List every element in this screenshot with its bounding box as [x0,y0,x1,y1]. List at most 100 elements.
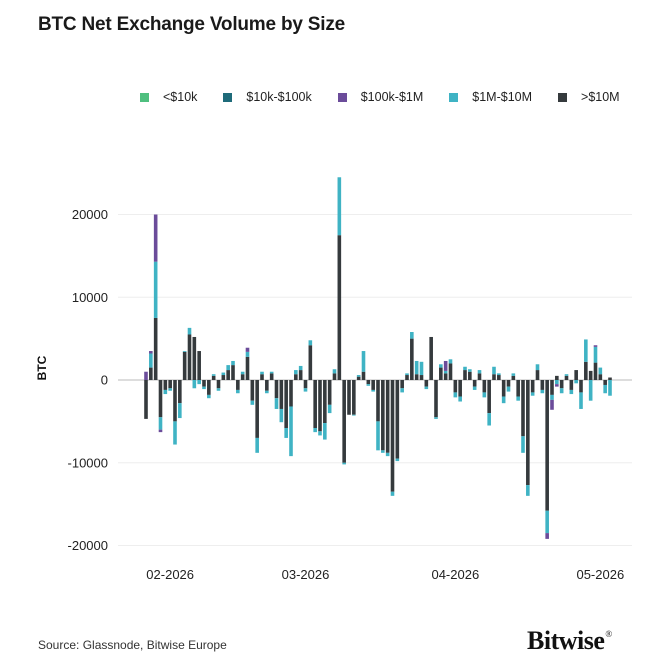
bar-segment-gt10m [187,334,192,380]
bar-segment-s1m_10m [448,359,453,364]
bar-segment-gt10m [323,380,327,424]
bar-segment-gt10m [535,370,540,380]
bar-segment-s1m_10m [468,369,472,372]
bar-segment-gt10m [163,380,168,390]
bar-segment-s1m_10m [385,452,390,457]
bar-segment-s100k_1m [144,371,148,380]
bar-segment-s1m_10m [352,414,356,416]
bar-segment-gt10m [144,380,148,419]
bar-segment-gt10m [308,345,313,380]
bar-segment-gt10m [226,370,230,380]
chart-legend: <$10k $10k-$100k $100k-$1M $1M-$10M >$10M [140,90,646,104]
bar-segment-s100k_1m [545,533,549,539]
bar-segment-s1m_10m [245,351,250,357]
x-tick-label: 03-2026 [282,567,330,582]
bar-segment-gt10m [376,380,380,422]
bar-segment-s1m_10m [463,366,467,371]
bar-segment-s1m_10m [569,389,574,395]
bar-segment-s1m_10m [313,427,317,433]
bar-segment-gt10m [366,380,371,385]
bar-segment-gt10m [240,374,245,380]
bar-segment-gt10m [550,380,554,395]
bar-segment-s1m_10m [182,351,187,352]
bar-segment-gt10m [429,336,433,380]
bar-segment-gt10m [149,367,153,380]
bar-segment-s1m_10m [598,367,603,375]
bar-segment-gt10m [593,362,598,380]
bar-segment-s1m_10m [400,388,404,393]
x-tick-label: 05-2026 [576,567,624,582]
bar-segment-gt10m [443,373,448,380]
bar-segment-gt10m [255,380,259,438]
y-tick-label: -10000 [68,455,108,470]
registered-mark: ® [605,629,612,639]
bar-segment-gt10m [173,380,177,422]
brand-logo: Bitwise® [527,626,612,656]
bar-segment-s1m_10m [323,423,327,440]
bar-segment-s1m_10m [593,346,598,363]
bar-segment-gt10m [414,374,419,380]
bar-segment-gt10m [579,380,583,393]
bar-segment-gt10m [352,380,356,415]
bar-segment-s1m_10m [535,364,540,371]
bar-segment-s1m_10m [540,389,545,394]
legend-item-s100k_1m: $100k-$1M [337,90,423,104]
bar-segment-gt10m [313,380,317,428]
bar-segment-gt10m [574,370,578,380]
bar-segment-gt10m [419,375,424,380]
bar-segment-s1m_10m [318,431,322,436]
legend-item-gt10m: >$10M [558,90,620,104]
bar-segment-s1m_10m [390,491,395,496]
bar-segment-gt10m [197,351,201,380]
bar-segment-s1m_10m [153,261,158,318]
bar-segment-s1m_10m [366,384,371,386]
bar-segment-gt10m [453,380,458,393]
bar-segment-gt10m [303,380,308,389]
bar-segment-s1m_10m [511,373,516,376]
bar-segment-s100k_1m [550,399,554,410]
bar-segment-s1m_10m [497,373,501,376]
bar-segment-s1m_10m [414,360,419,375]
bar-segment-gt10m [588,370,593,380]
bar-segment-s100k_1m [245,347,250,352]
bar-segment-s1m_10m [434,417,438,419]
bar-segment-gt10m [434,380,438,418]
bar-segment-gt10m [168,380,172,389]
bar-segment-s100k_1m [153,214,158,262]
bar-segment-s1m_10m [178,403,182,419]
y-tick-label: 20000 [72,207,108,222]
bar-segment-gt10m [482,380,487,393]
bar-segment-s1m_10m [443,370,448,374]
bar-segment-s1m_10m [376,421,380,451]
bar-segment-gt10m [265,380,269,391]
bar-segment-s1m_10m [274,398,279,409]
bar-segment-gt10m [202,380,206,387]
bar-segment-s1m_10m [424,386,429,390]
chart-title: BTC Net Exchange Volume by Size [38,14,346,35]
bar-segment-s1m_10m [395,458,400,462]
bar-segment-gt10m [540,380,545,390]
bar-segment-gt10m [569,380,574,390]
bar-segment-s1m_10m [221,372,226,376]
bar-segment-gt10m [337,235,342,380]
bar-segment-s1m_10m [361,351,366,372]
bar-segment-s1m_10m [584,339,588,362]
bar-segment-gt10m [395,380,400,459]
bar-segment-gt10m [318,380,322,432]
bar-segment-gt10m [269,373,274,380]
bar-segment-s1m_10m [236,389,240,394]
bar-segment-s1m_10m [303,388,308,392]
bar-segment-s1m_10m [255,437,259,453]
bar-segment-s1m_10m [453,392,458,398]
bar-segment-gt10m [298,370,303,380]
bar-segment-gt10m [598,374,603,380]
bar-segment-s1m_10m [472,386,477,390]
bar-segment-gt10m [584,361,588,380]
bar-segment-gt10m [506,380,511,387]
brand-name: Bitwise [527,626,605,655]
bar-segment-gt10m [497,375,501,380]
bar-segment-gt10m [468,371,472,380]
legend-swatch-s1m_10m [449,92,459,102]
bar-segment-gt10m [405,375,409,380]
bar-segment-gt10m [182,351,187,380]
